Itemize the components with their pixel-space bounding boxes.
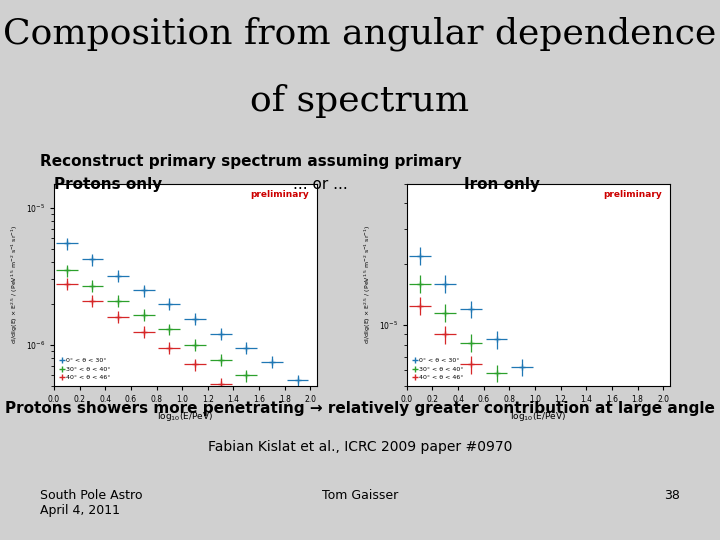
Legend: 0° < θ < 30°, 30° < θ < 40°, 40° < θ < 46°: 0° < θ < 30°, 30° < θ < 40°, 40° < θ < 4…	[57, 356, 113, 383]
Text: Reconstruct primary spectrum assuming primary: Reconstruct primary spectrum assuming pr…	[40, 154, 462, 169]
Text: South Pole Astro
April 4, 2011: South Pole Astro April 4, 2011	[40, 489, 142, 517]
X-axis label: log$_{10}$(E/PeV): log$_{10}$(E/PeV)	[158, 410, 213, 423]
Text: Composition from angular dependence: Composition from angular dependence	[4, 16, 716, 51]
Text: of spectrum: of spectrum	[251, 84, 469, 118]
Text: ... or ...: ... or ...	[293, 177, 348, 192]
Text: Tom Gaisser: Tom Gaisser	[322, 489, 398, 502]
Text: Iron only: Iron only	[464, 177, 541, 192]
Text: Fabian Kislat et al., ICRC 2009 paper #0970: Fabian Kislat et al., ICRC 2009 paper #0…	[208, 440, 512, 454]
Text: Protons only: Protons only	[54, 177, 162, 192]
Legend: 0° < θ < 30°, 30° < θ < 40°, 40° < θ < 46°: 0° < θ < 30°, 30° < θ < 40°, 40° < θ < 4…	[410, 356, 466, 383]
Text: preliminary: preliminary	[603, 190, 662, 199]
X-axis label: log$_{10}$(E/PeV): log$_{10}$(E/PeV)	[510, 410, 566, 423]
Text: Protons showers more penetrating → relatively greater contribution at large angl: Protons showers more penetrating → relat…	[5, 401, 715, 416]
Text: 38: 38	[665, 489, 680, 502]
Text: preliminary: preliminary	[250, 190, 309, 199]
Y-axis label: dI/dlg(E) × E$^{2.5}$ / (PeV$^{1.5}$ m$^{-2}$ s$^{-1}$ sr$^{-1}$): dI/dlg(E) × E$^{2.5}$ / (PeV$^{1.5}$ m$^…	[363, 225, 373, 345]
Y-axis label: dI/dlg(E) × E$^{2.5}$ / (PeV$^{1.5}$ m$^{-2}$ s$^{-1}$ sr$^{-1}$): dI/dlg(E) × E$^{2.5}$ / (PeV$^{1.5}$ m$^…	[10, 225, 20, 345]
